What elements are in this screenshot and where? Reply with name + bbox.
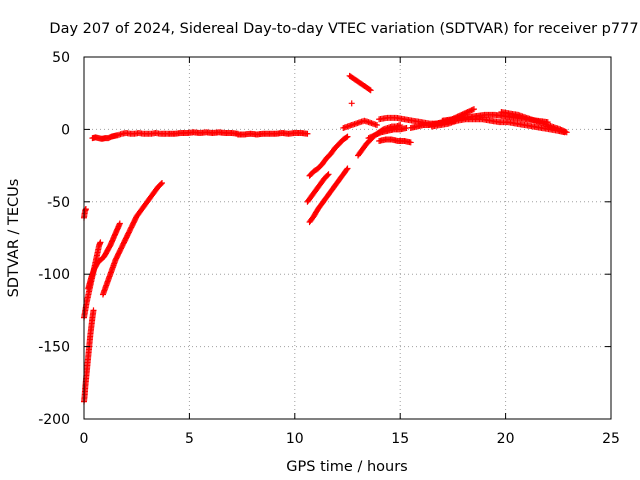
series-arc-flat-b	[161, 129, 241, 137]
data-point	[116, 220, 123, 227]
series-arc-up-k	[365, 124, 410, 142]
plot-frame	[83, 56, 612, 420]
y-tick-label: -150	[38, 340, 70, 356]
series-arc-rise-d	[99, 179, 165, 298]
data-point	[366, 86, 373, 93]
data-point	[344, 165, 351, 172]
data-point	[158, 179, 165, 186]
data-series	[81, 72, 570, 405]
data-point	[563, 129, 570, 136]
y-tick-label: -100	[38, 267, 70, 283]
x-tick-label: 25	[602, 431, 620, 447]
y-axis-label: SDTVAR / TECUs	[6, 179, 22, 298]
x-axis-label: GPS time / hours	[286, 459, 407, 475]
data-point	[343, 166, 350, 173]
data-point	[90, 307, 97, 314]
data-point	[344, 133, 351, 140]
series-arc-up-i	[340, 117, 381, 131]
series-arc-rise-e	[81, 206, 89, 221]
y-tick-label: -50	[47, 195, 70, 211]
series-arc-rise-b	[81, 307, 97, 405]
x-tick-label: 15	[391, 431, 409, 447]
series-arc-jump-lone	[348, 100, 355, 107]
data-point	[97, 239, 104, 246]
series-arc-rise-h	[306, 133, 351, 179]
series-arc-flat-a	[89, 130, 168, 142]
x-tick-label: 20	[497, 431, 515, 447]
series-arc-low-l	[376, 136, 414, 146]
data-point	[304, 130, 311, 137]
series-arc-flat-c	[234, 130, 311, 138]
data-point	[367, 87, 374, 94]
x-tick-label: 0	[80, 431, 89, 447]
y-tick-label: 50	[52, 50, 70, 66]
data-point	[348, 100, 355, 107]
series-arc-rise-c	[85, 220, 123, 292]
series-arc-band-q	[498, 109, 570, 136]
data-point	[407, 139, 414, 146]
data-point	[343, 134, 350, 141]
axis-ticks: 0 5 10 15 20 25 -200 -150 -100 -50 0 50	[38, 50, 620, 447]
series-arc-rise-g	[304, 171, 332, 205]
y-tick-label: -200	[38, 412, 70, 428]
data-point	[470, 106, 477, 113]
data-point	[325, 171, 332, 178]
data-point	[324, 172, 331, 179]
data-point	[374, 122, 381, 129]
series-arc-jump	[346, 72, 374, 94]
chart-title: Day 207 of 2024, Sidereal Day-to-day VTE…	[49, 21, 638, 37]
series-arc-rise-f	[306, 165, 351, 226]
y-tick-label: 0	[61, 122, 70, 138]
data-point	[158, 180, 165, 187]
x-tick-label: 10	[286, 431, 304, 447]
x-tick-label: 5	[185, 431, 194, 447]
grid-lines	[84, 57, 611, 419]
